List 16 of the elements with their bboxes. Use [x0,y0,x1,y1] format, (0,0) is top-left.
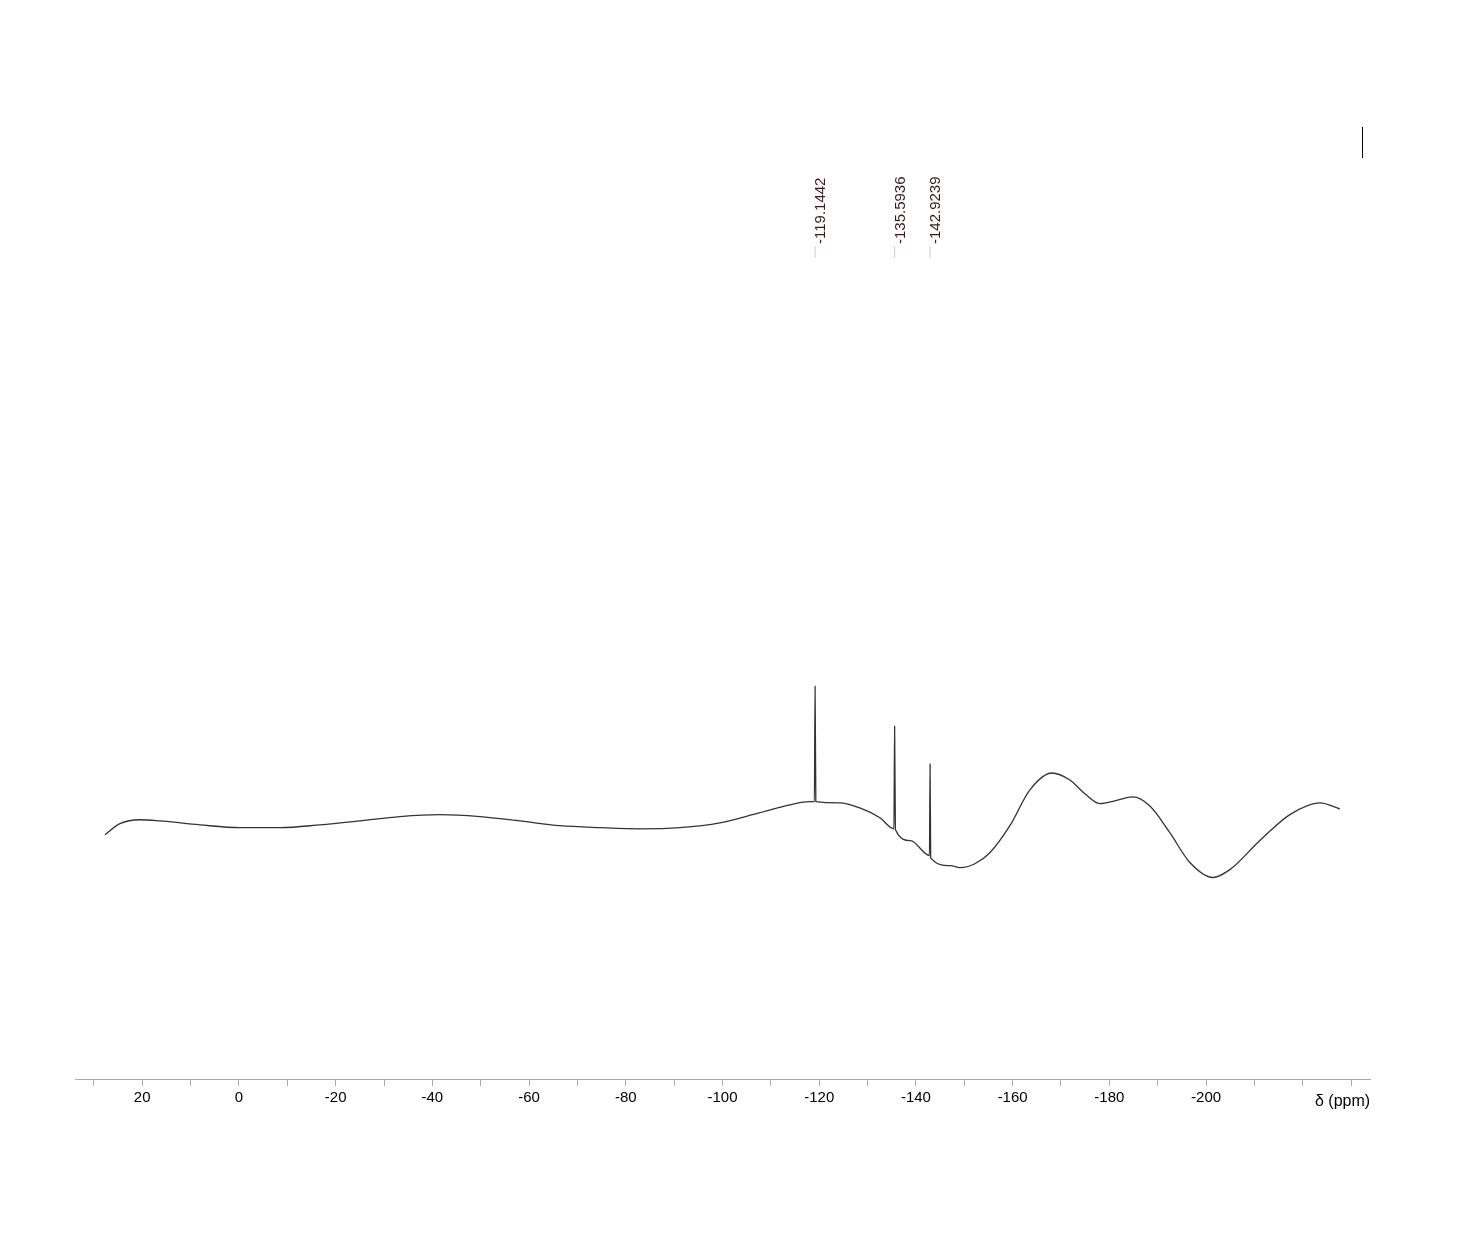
x-tick-label: -60 [518,1088,540,1106]
x-tick-label: -200 [1191,1088,1222,1106]
x-tick-label: -180 [1094,1088,1125,1106]
x-tick-label: -100 [707,1088,738,1106]
x-tick-label: -20 [324,1088,347,1106]
annotation: -135.5936 [890,176,908,244]
annotation: -142.9239 [926,176,944,244]
x-tick-label: -140 [900,1088,931,1106]
x-tick-label: -40 [421,1088,444,1106]
x-tick-label: -80 [614,1088,637,1106]
x-axis-title: δ (ppm) [1315,1092,1371,1110]
x-tick-label: -120 [804,1088,835,1106]
x-tick-label: 0 [234,1088,244,1106]
annotation: -119.1442 [811,177,829,244]
x-tick-label: -160 [997,1088,1028,1106]
x-tick-label: 20 [133,1088,151,1106]
